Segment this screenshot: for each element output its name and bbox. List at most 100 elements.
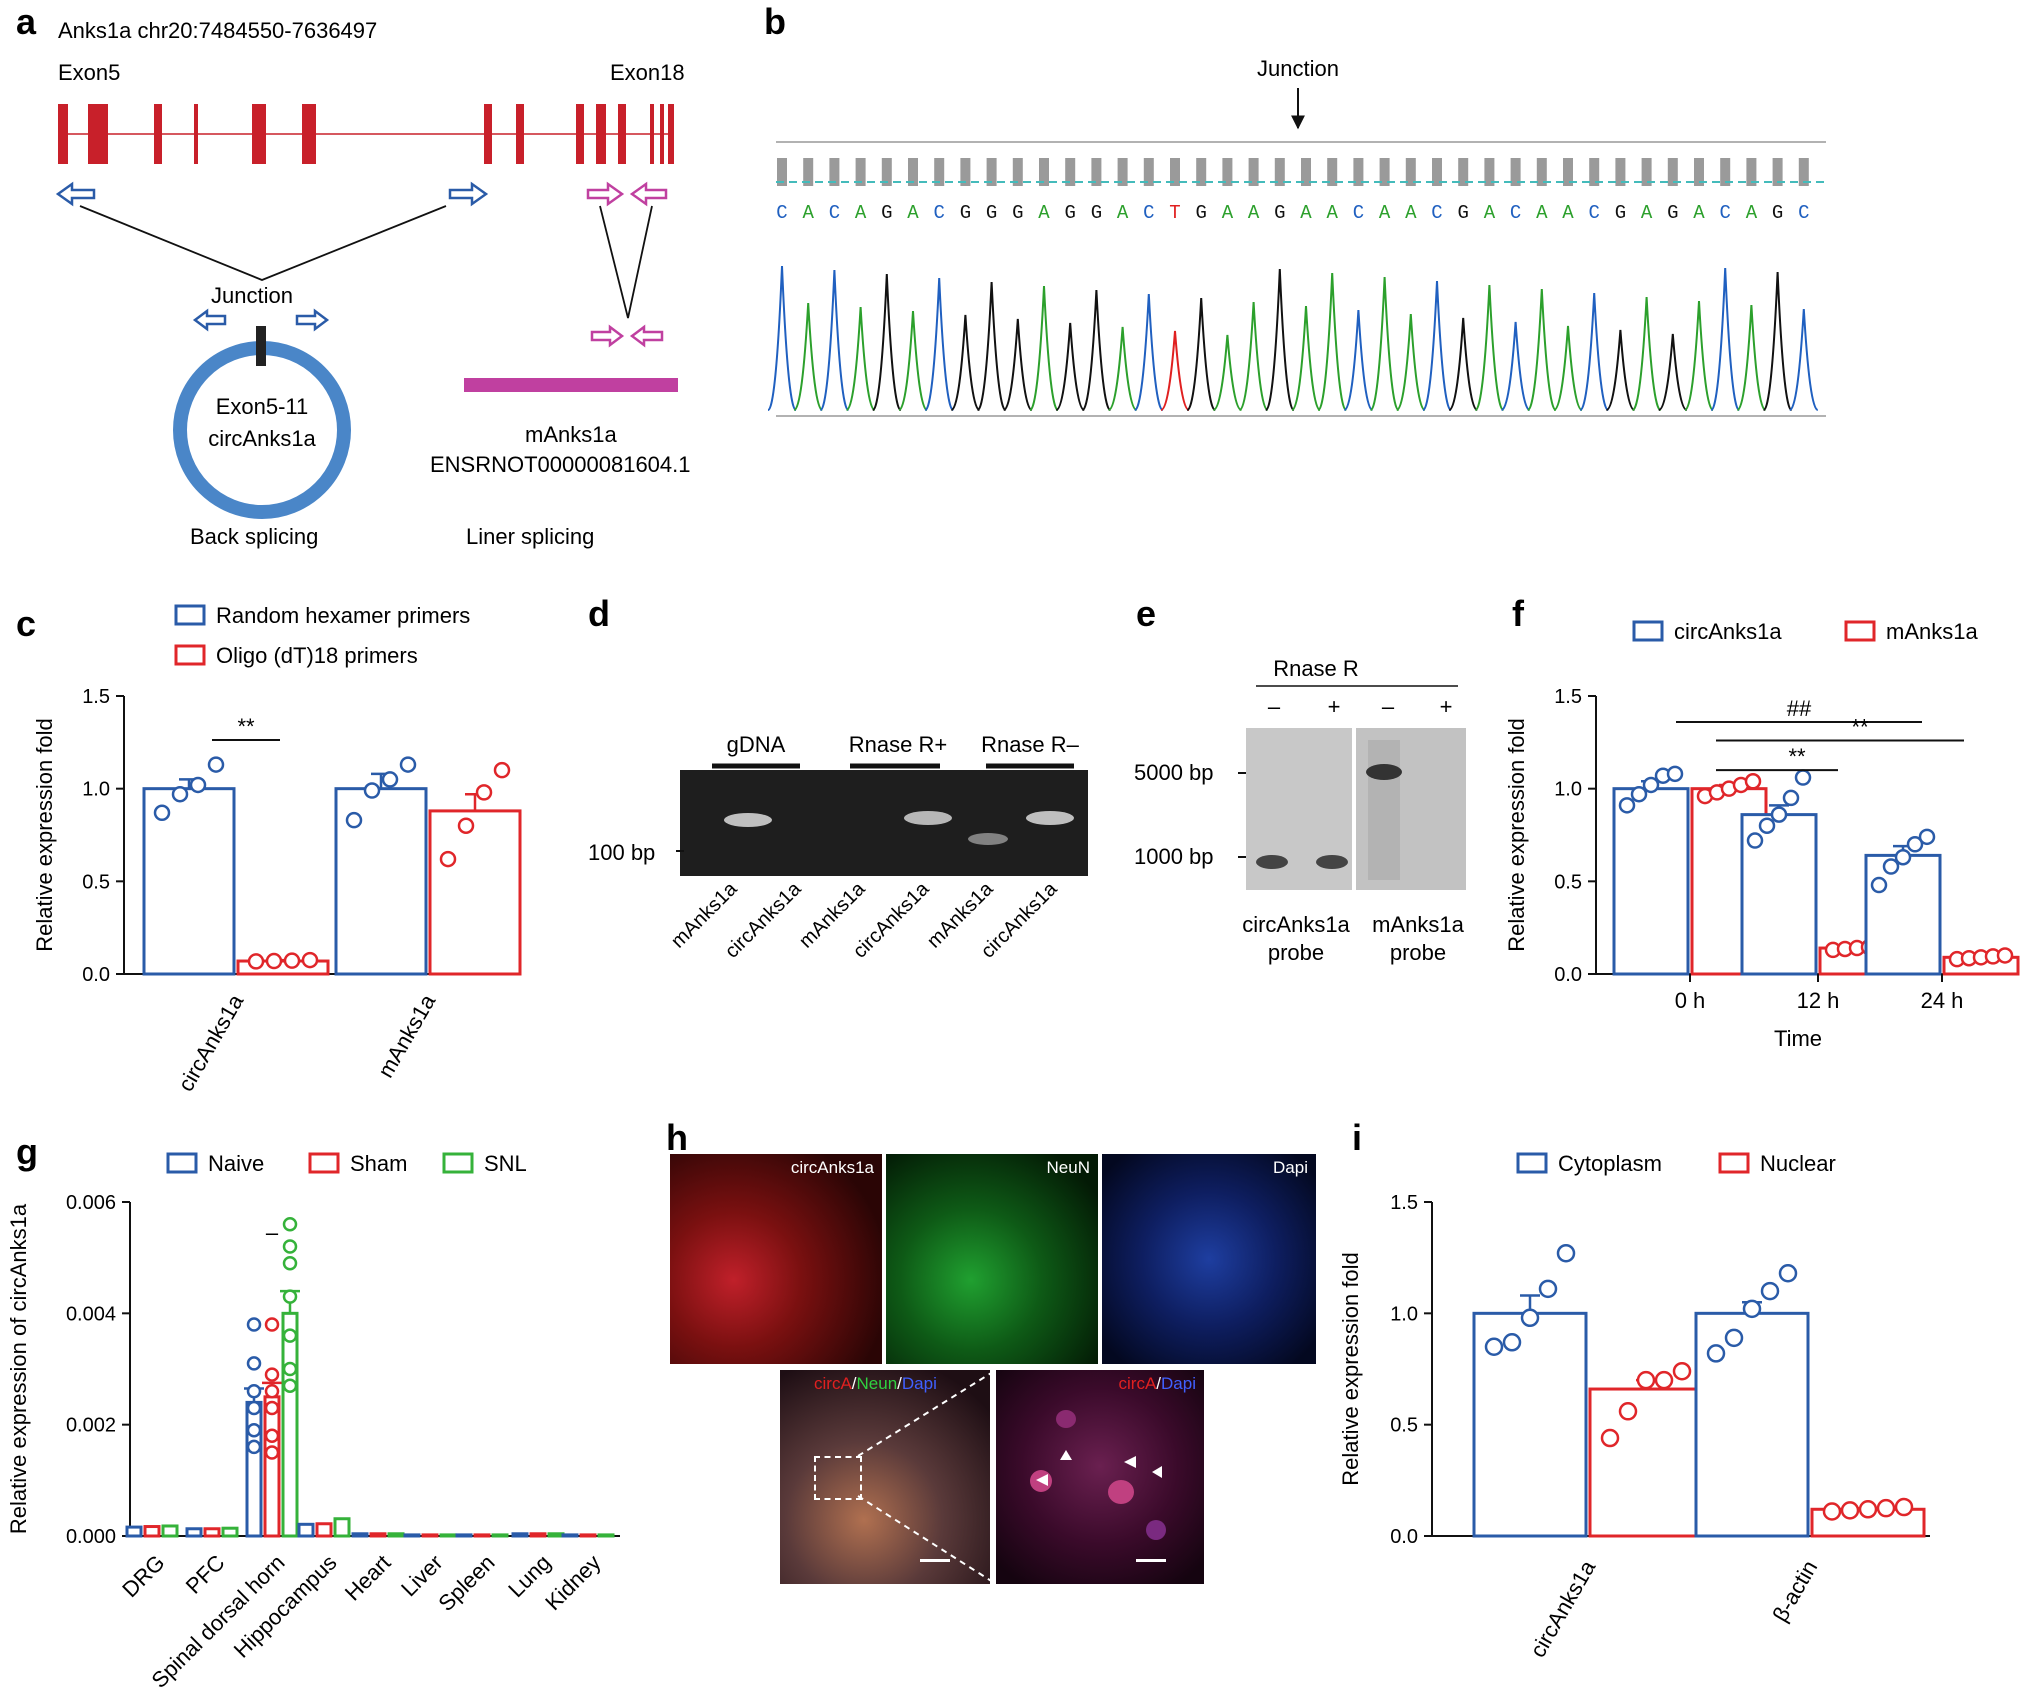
junction-label-b: Junction	[1257, 56, 1339, 81]
data-point	[153, 804, 171, 822]
data-point	[247, 953, 265, 970]
x-tick-label: Heart	[340, 1550, 396, 1606]
data-point	[1724, 1328, 1744, 1348]
group-label-rnaser-minus: Rnase R–	[981, 732, 1080, 757]
panel-label-h: h	[666, 1117, 688, 1158]
data-point	[1666, 765, 1684, 783]
quality-bar	[1117, 158, 1128, 186]
quality-bar	[1379, 158, 1390, 186]
quality-bar	[1091, 158, 1102, 186]
base-letter: A	[1562, 202, 1574, 224]
data-point	[1870, 876, 1888, 894]
data-point	[1744, 773, 1762, 790]
quality-bar	[1772, 158, 1783, 186]
bar	[1612, 787, 1690, 976]
tile-label-dapi: Dapi	[1273, 1158, 1308, 1177]
panel-d: d gDNA Rnase R+ Rnase R– 100 bp mAnks1a …	[588, 593, 1088, 963]
data-point	[1840, 1501, 1860, 1520]
legend-swatch	[1718, 1152, 1750, 1174]
x-tick-label: 24 h	[1921, 988, 1964, 1013]
trace-peak	[872, 273, 902, 411]
sign-3: –	[1382, 694, 1395, 719]
y-tick-label: 0.5	[1554, 871, 1582, 893]
data-point	[1918, 828, 1936, 846]
y-tick-label: 0.5	[82, 871, 110, 893]
data-point	[246, 1422, 262, 1438]
legend-label: circAnks1a	[1674, 619, 1782, 644]
gel-band-2	[904, 811, 952, 825]
base-letter: A	[1641, 202, 1653, 224]
quality-bar	[829, 158, 840, 186]
legend-label: mAnks1a	[1886, 619, 1978, 644]
panel-c: c 0.0 0.5 1.0 1.5 Relative expression fold ci…	[16, 603, 522, 1096]
data-point	[189, 776, 207, 794]
data-point	[381, 771, 399, 788]
y-tick-label: 1.0	[1390, 1303, 1418, 1325]
quality-bar	[1641, 158, 1652, 186]
exon18-label: Exon18	[610, 60, 685, 85]
junction-marker	[256, 326, 266, 366]
data-point	[363, 782, 381, 799]
base-letter: G	[1064, 202, 1075, 224]
trace-peak	[1658, 333, 1688, 411]
base-letter: G	[1772, 202, 1783, 224]
exon-bar	[154, 104, 162, 164]
bar	[428, 809, 522, 976]
data-point	[171, 785, 189, 803]
trace-peak	[1632, 296, 1662, 411]
quality-bar	[1798, 158, 1809, 186]
trace-peak	[1789, 308, 1819, 411]
quality-bar	[1458, 158, 1469, 186]
y-tick-label: 1.0	[1554, 779, 1582, 801]
trace-peak	[1736, 304, 1766, 411]
gel-band-4	[1026, 811, 1074, 825]
quality-bar	[1432, 158, 1442, 186]
merge-label-dapi: Dapi	[901, 1374, 937, 1393]
micro-tile-dapi: Dapi	[1102, 1154, 1316, 1364]
data-point	[1672, 1361, 1692, 1381]
chart-f: 0.0 0.5 1.0 1.5 Relative expression fold 0 h 1…	[1504, 619, 2020, 1051]
x-tick-label: DRG	[117, 1550, 169, 1602]
bar	[403, 1533, 421, 1538]
data-point	[1894, 848, 1912, 866]
data-point	[1770, 806, 1788, 823]
scale-bar-zoom	[1136, 1559, 1166, 1562]
legend-label: Sham	[350, 1151, 407, 1176]
quality-bar	[1143, 158, 1154, 186]
y-tick-label: 1.5	[82, 686, 110, 708]
base-letter: C	[1798, 202, 1809, 224]
x-tick-label: β-actin	[1767, 1556, 1822, 1626]
linear-splice-lines	[599, 205, 653, 319]
data-point	[399, 756, 417, 773]
data-point	[264, 1445, 280, 1460]
base-letter: A	[907, 202, 919, 224]
significance-mark: –	[266, 1220, 279, 1245]
y-tick-label: 0.5	[1390, 1415, 1418, 1437]
data-point	[1858, 1500, 1878, 1519]
trace-peak	[1186, 297, 1216, 411]
trace-peak	[1239, 301, 1269, 411]
trace-peak	[819, 269, 849, 411]
panel-label-e: e	[1136, 593, 1156, 634]
data-point	[246, 1317, 262, 1332]
base-letter: A	[1693, 202, 1705, 224]
quality-bar	[1536, 158, 1547, 186]
trace-peak	[1553, 325, 1583, 411]
exon-bar	[88, 104, 108, 164]
x-tick-label: 0 h	[1675, 988, 1706, 1013]
rnaser-header: Rnase R	[1273, 656, 1359, 681]
trace-peak	[767, 265, 797, 411]
data-point	[1618, 1402, 1638, 1421]
trace-peak	[950, 314, 980, 411]
data-point	[264, 1317, 280, 1332]
zoom-label: circA/Dapi	[1119, 1374, 1196, 1394]
legend-swatch	[174, 644, 206, 666]
circ-name: circAnks1a	[208, 426, 316, 451]
bar	[1588, 1387, 1704, 1538]
data-point	[282, 1239, 298, 1254]
sign-4: +	[1440, 694, 1453, 719]
data-point	[1538, 1279, 1558, 1299]
linear-primer-arrows	[586, 181, 668, 207]
bar	[561, 1533, 579, 1538]
data-point	[1556, 1243, 1576, 1263]
